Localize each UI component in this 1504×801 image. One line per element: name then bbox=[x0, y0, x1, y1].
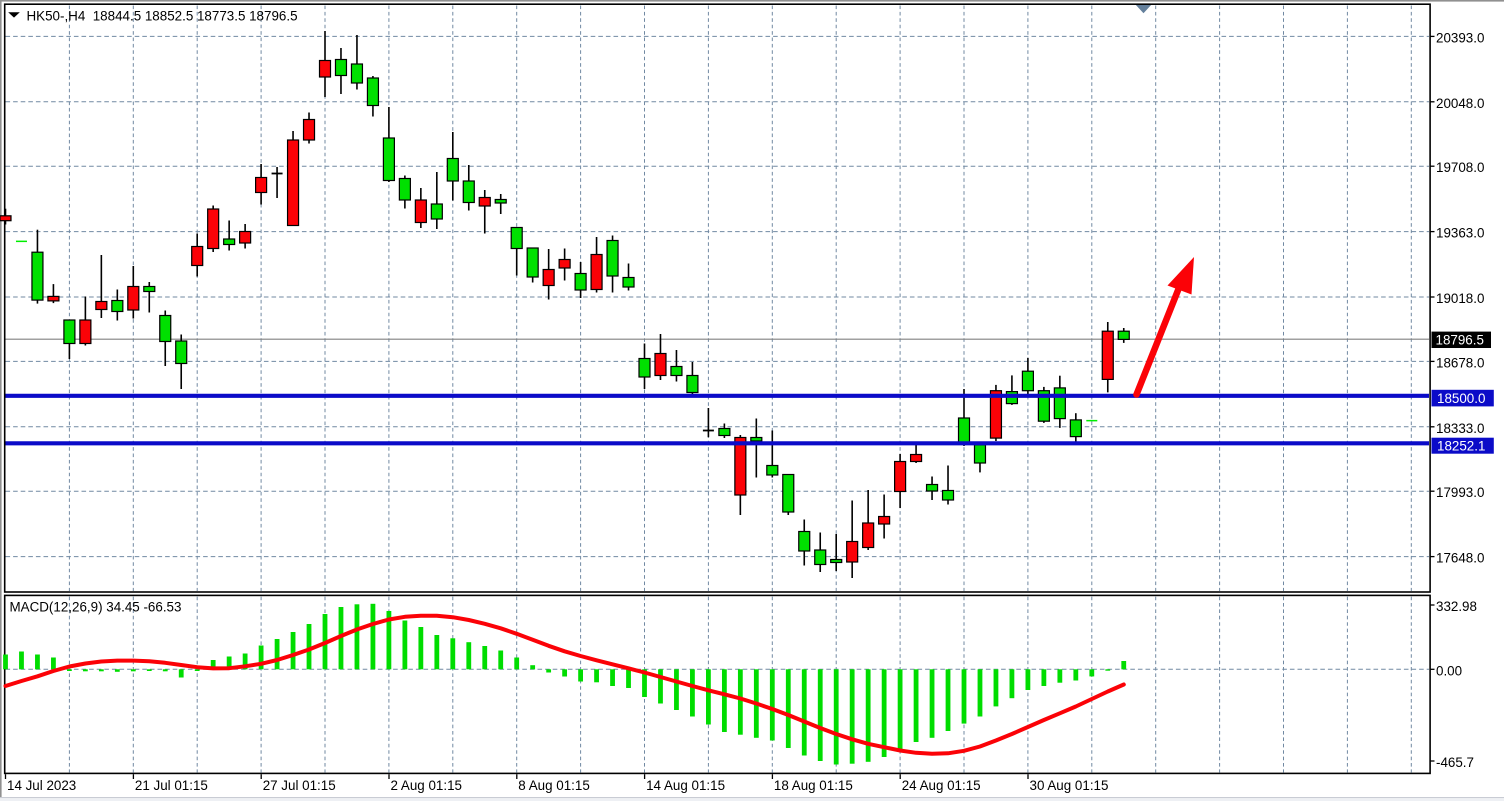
svg-text:19018.0: 19018.0 bbox=[1436, 291, 1484, 306]
svg-text:2 Aug 01:15: 2 Aug 01:15 bbox=[391, 778, 462, 793]
svg-text:27 Jul 01:15: 27 Jul 01:15 bbox=[263, 778, 336, 793]
svg-text:19708.0: 19708.0 bbox=[1436, 160, 1484, 175]
svg-text:HK50-,H4 18844.5 18852.5 1877: HK50-,H4 18844.5 18852.5 18773.5 18796.5 bbox=[27, 9, 298, 24]
svg-text:21 Jul 01:15: 21 Jul 01:15 bbox=[135, 778, 208, 793]
svg-text:0.00: 0.00 bbox=[1436, 663, 1462, 678]
svg-text:20048.0: 20048.0 bbox=[1436, 96, 1484, 111]
svg-text:8 Aug 01:15: 8 Aug 01:15 bbox=[518, 778, 589, 793]
svg-text:18678.0: 18678.0 bbox=[1436, 355, 1484, 370]
svg-text:14 Jul 2023: 14 Jul 2023 bbox=[7, 778, 76, 793]
svg-text:MACD(12,26,9) 34.45 -66.53: MACD(12,26,9) 34.45 -66.53 bbox=[10, 600, 182, 615]
svg-text:-465.7: -465.7 bbox=[1436, 755, 1474, 770]
svg-text:20393.0: 20393.0 bbox=[1436, 30, 1484, 45]
svg-text:24 Aug 01:15: 24 Aug 01:15 bbox=[902, 778, 981, 793]
svg-text:14 Aug 01:15: 14 Aug 01:15 bbox=[646, 778, 725, 793]
svg-text:18333.0: 18333.0 bbox=[1436, 421, 1484, 436]
svg-text:332.98: 332.98 bbox=[1436, 599, 1477, 614]
svg-text:18500.0: 18500.0 bbox=[1437, 391, 1485, 406]
svg-text:18 Aug 01:15: 18 Aug 01:15 bbox=[774, 778, 853, 793]
svg-text:17648.0: 17648.0 bbox=[1436, 551, 1484, 566]
svg-text:17993.0: 17993.0 bbox=[1436, 485, 1484, 500]
svg-text:18796.5: 18796.5 bbox=[1436, 332, 1484, 347]
svg-text:18252.1: 18252.1 bbox=[1437, 439, 1485, 454]
svg-text:30 Aug 01:15: 30 Aug 01:15 bbox=[1030, 778, 1109, 793]
svg-text:19363.0: 19363.0 bbox=[1436, 226, 1484, 241]
